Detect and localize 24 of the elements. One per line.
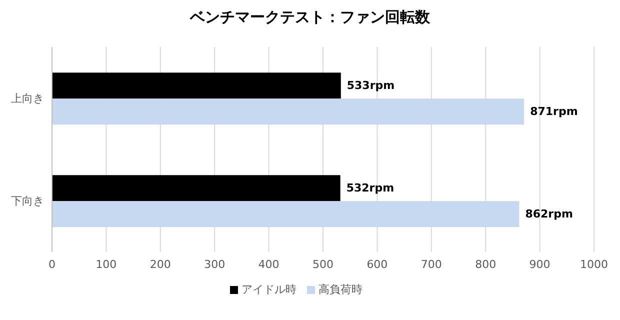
x-tick-label: 1000	[580, 258, 608, 271]
x-tick-label: 200	[150, 258, 171, 271]
x-tick-label: 600	[366, 258, 388, 271]
bar	[52, 98, 524, 125]
data-label: 871rpm	[530, 105, 578, 118]
y-tick-label: 上向き	[11, 92, 44, 106]
bar	[52, 72, 341, 99]
data-label: 533rpm	[346, 79, 395, 92]
legend-label: アイドル時	[242, 283, 296, 296]
x-tick-label: 400	[258, 258, 280, 271]
x-tick-label: 500	[312, 258, 334, 271]
data-label: 862rpm	[525, 208, 573, 221]
bar	[52, 175, 340, 202]
bar	[52, 201, 520, 228]
x-tick-label: 300	[204, 258, 226, 271]
data-label: 532rpm	[346, 182, 394, 195]
x-tick-label: 100	[96, 258, 117, 271]
y-tick-label: 下向き	[11, 194, 44, 208]
legend-label: 高負荷時	[318, 283, 362, 296]
x-tick-label: 800	[475, 258, 496, 271]
chart-title: ベンチマークテスト：ファン回転数	[188, 8, 431, 27]
x-tick-label: 900	[529, 258, 550, 271]
x-tick-label: 700	[420, 258, 442, 271]
x-tick-label: 0	[48, 258, 56, 271]
